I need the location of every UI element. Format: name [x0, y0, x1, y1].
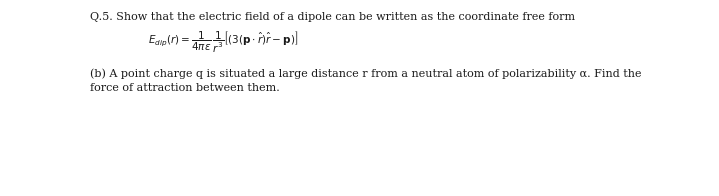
Text: force of attraction between them.: force of attraction between them.	[90, 83, 280, 93]
Text: (b) A point charge q is situated a large distance r from a neutral atom of polar: (b) A point charge q is situated a large…	[90, 68, 641, 79]
Text: $E_{dip}(r) = \dfrac{1}{4\pi\varepsilon}\,\dfrac{1}{r^3}\left[(3(\mathbf{p}\cdot: $E_{dip}(r) = \dfrac{1}{4\pi\varepsilon}…	[148, 30, 298, 55]
Text: Q.5. Show that the electric field of a dipole can be written as the coordinate f: Q.5. Show that the electric field of a d…	[90, 12, 575, 22]
